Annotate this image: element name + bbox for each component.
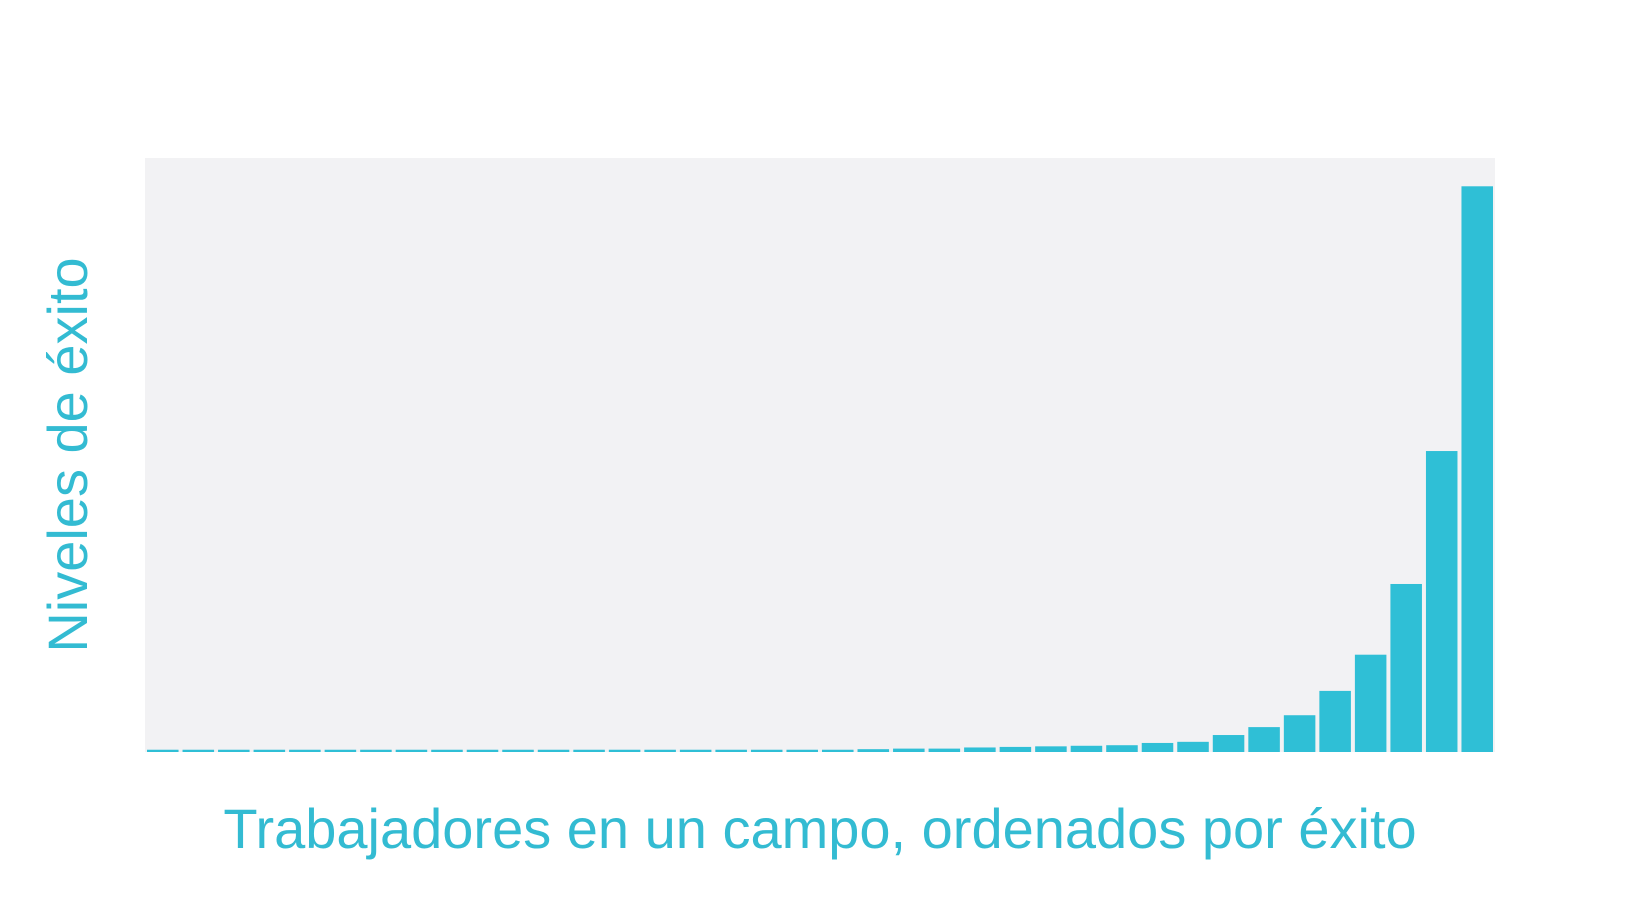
x-axis-label: Trabajadores en un campo, ordenados por … bbox=[223, 797, 1416, 860]
bar-37 bbox=[1425, 451, 1458, 752]
bar-12 bbox=[537, 749, 570, 752]
bar-9 bbox=[431, 749, 463, 752]
bar-36 bbox=[1390, 583, 1422, 752]
plot-area bbox=[145, 158, 1495, 752]
bar-23 bbox=[928, 748, 961, 752]
bar-20 bbox=[822, 749, 854, 752]
bar-15 bbox=[644, 749, 676, 752]
bar-17 bbox=[715, 749, 747, 752]
bar-16 bbox=[679, 749, 712, 752]
bar-27 bbox=[1070, 745, 1103, 752]
bar-31 bbox=[1212, 735, 1245, 752]
bar-5 bbox=[289, 749, 321, 752]
bar-1 bbox=[147, 749, 179, 752]
bar-29 bbox=[1141, 742, 1174, 752]
bar-10 bbox=[466, 749, 499, 752]
bar-22 bbox=[893, 748, 925, 752]
bar-26 bbox=[1035, 746, 1067, 752]
bar-7 bbox=[360, 749, 392, 752]
bars bbox=[147, 186, 1493, 753]
bar-14 bbox=[608, 749, 641, 752]
bar-35 bbox=[1354, 654, 1387, 752]
bar-38 bbox=[1461, 186, 1493, 753]
bar-2 bbox=[182, 749, 215, 752]
bar-34 bbox=[1319, 690, 1351, 752]
y-axis-label: Niveles de éxito bbox=[36, 257, 99, 652]
bar-32 bbox=[1248, 727, 1280, 752]
bar-25 bbox=[999, 746, 1032, 752]
bar-18 bbox=[750, 749, 783, 752]
bar-24 bbox=[964, 747, 996, 752]
bar-21 bbox=[857, 749, 890, 752]
bar-11 bbox=[502, 749, 534, 752]
bar-33 bbox=[1283, 715, 1316, 752]
bar-6 bbox=[324, 749, 357, 752]
bar-13 bbox=[573, 749, 605, 752]
bar-4 bbox=[253, 749, 286, 752]
bar-19 bbox=[786, 749, 818, 752]
bar-8 bbox=[395, 749, 428, 752]
bar-30 bbox=[1177, 741, 1209, 752]
bar-3 bbox=[218, 749, 250, 752]
bar-28 bbox=[1106, 745, 1138, 752]
